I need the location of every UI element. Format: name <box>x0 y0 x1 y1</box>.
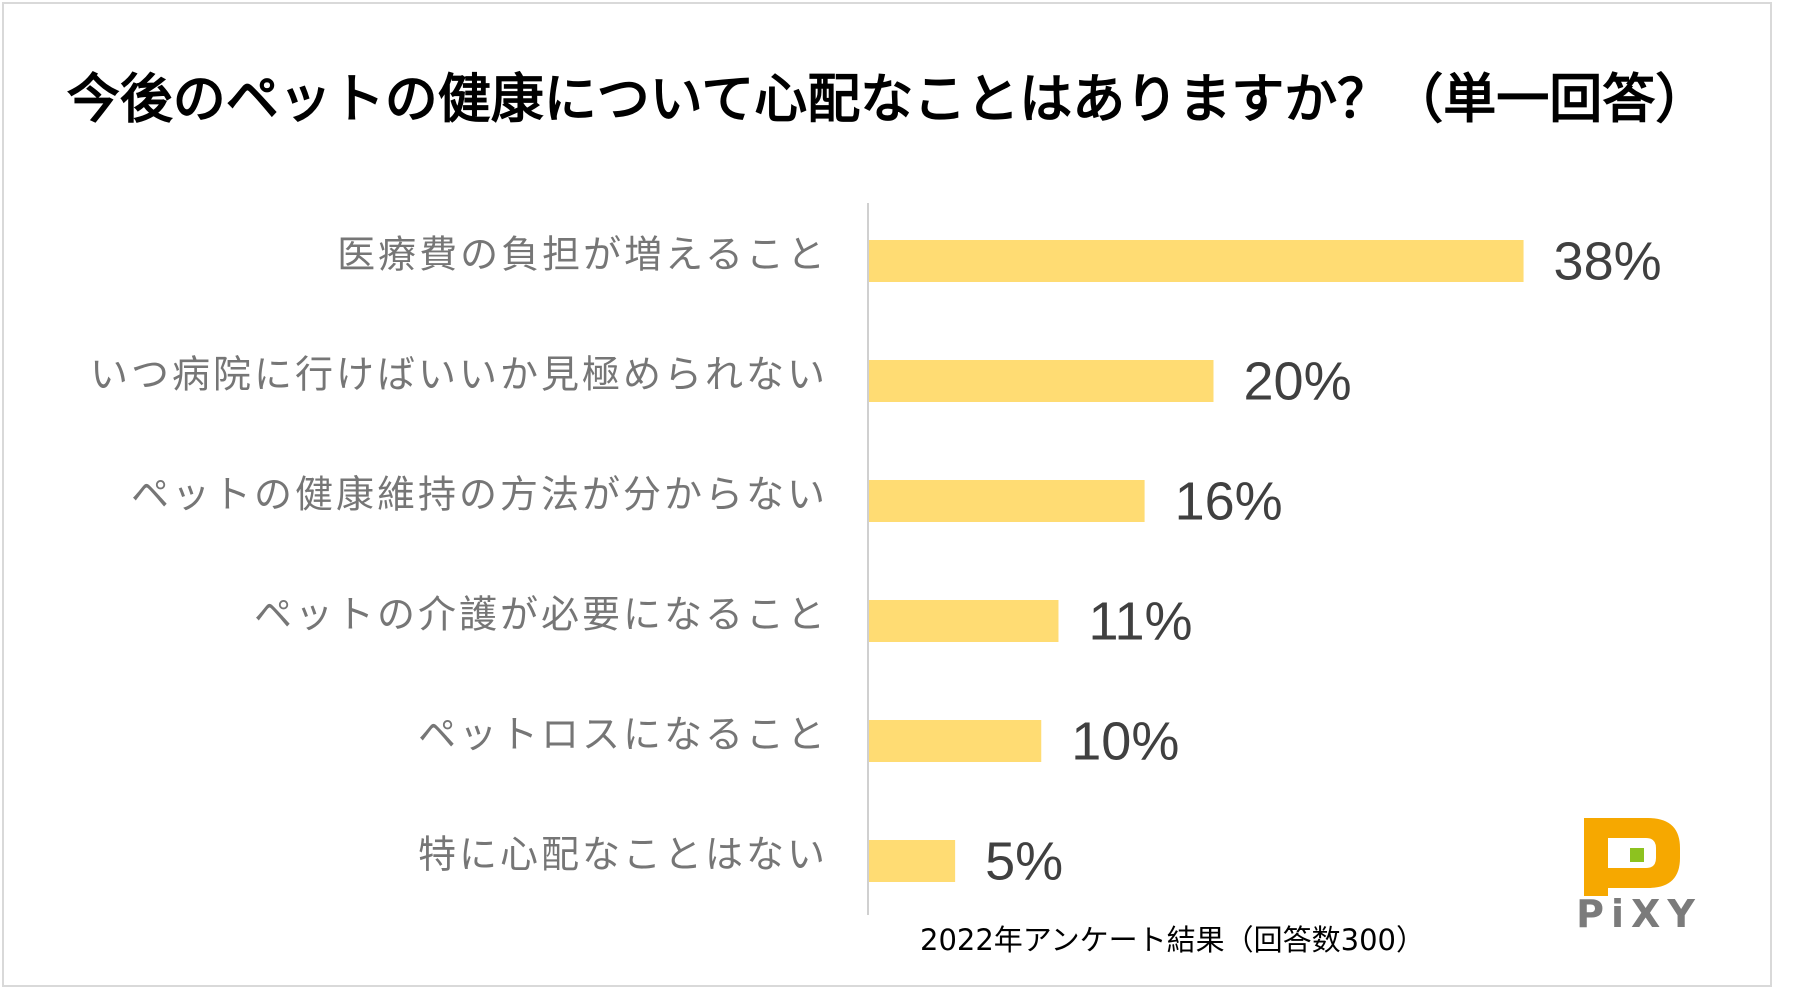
logo-wordmark: PiXY <box>1576 892 1702 936</box>
value-label: 16% <box>1175 471 1283 531</box>
category-label: いつ病院に行けばいいか見極められない <box>90 353 828 397</box>
survey-footnote: 2022年アンケート結果（回答数300） <box>920 923 1425 957</box>
value-labels: 38% 20% 16% 11% 10%5% <box>985 231 1662 891</box>
value-label: 20% <box>1244 351 1352 411</box>
bar <box>869 240 1524 282</box>
category-label: ペットロスになること <box>418 713 828 757</box>
pixy-logo-icon <box>1584 818 1680 896</box>
bar <box>869 480 1145 522</box>
value-label: 5% <box>985 831 1063 891</box>
category-label: 医療費の負担が増えること <box>337 233 828 277</box>
bar <box>869 360 1214 402</box>
category-label: ペットの健康維持の方法が分からない <box>131 473 828 517</box>
logo-p-shape <box>1584 818 1680 896</box>
category-label: 特に心配なことはない <box>418 833 828 877</box>
bar <box>869 840 956 882</box>
category-label: ペットの介護が必要になること <box>254 593 828 637</box>
value-label: 38% <box>1554 231 1662 291</box>
logo-accent-square <box>1630 848 1644 862</box>
bar <box>869 600 1059 642</box>
chart-frame <box>2 2 1772 987</box>
bars-group <box>869 240 1524 882</box>
value-label: 11% <box>1088 591 1192 651</box>
category-labels: 医療費の負担が増えることいつ病院に行けばいいか見極められないペットの健康維持の方… <box>90 233 828 877</box>
value-label: 10% <box>1071 711 1179 771</box>
chart-title: 今後のペットの健康について心配なことはありますか？（単一回答） <box>66 69 1709 130</box>
bar <box>869 720 1042 762</box>
